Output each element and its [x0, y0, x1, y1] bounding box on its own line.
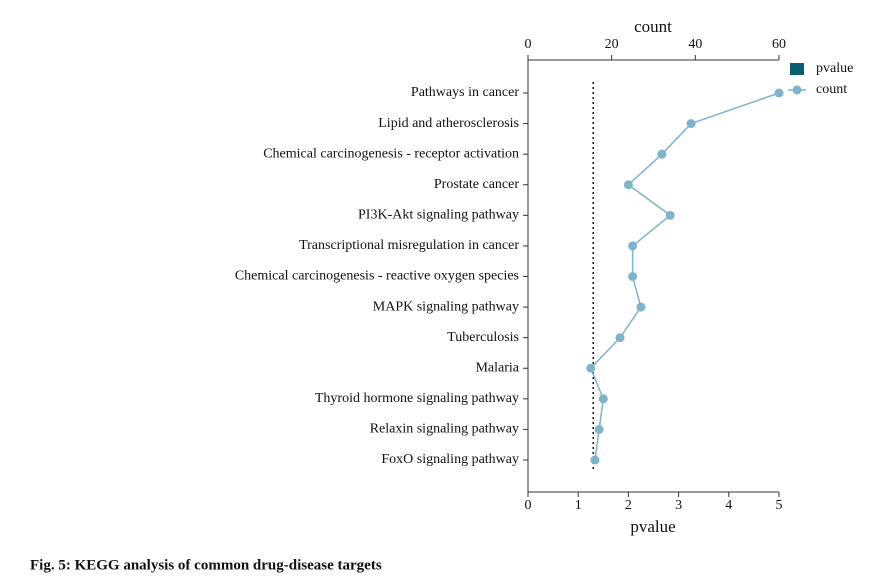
y-tick-label: Transcriptional misregulation in cancer — [299, 238, 519, 253]
count-point — [623, 180, 633, 190]
count-point — [774, 88, 784, 98]
x2-tick-label: 60 — [772, 37, 786, 52]
x-tick-label: 3 — [675, 498, 682, 513]
y-tick-label: MAPK signaling pathway — [373, 299, 519, 314]
y-tick-label: Tuberculosis — [447, 330, 519, 345]
x-axis-label: pvalue — [630, 517, 675, 536]
count-point — [636, 302, 646, 312]
count-point — [628, 241, 638, 251]
x2-axis-label: count — [634, 17, 672, 36]
count-point — [586, 363, 596, 373]
count-point — [686, 119, 696, 129]
count-point — [615, 333, 625, 343]
y-tick-label: FoxO signaling pathway — [381, 452, 519, 467]
y-tick-label: Pathways in cancer — [411, 85, 519, 100]
count-point — [665, 210, 675, 220]
count-line — [589, 92, 780, 461]
count-point — [590, 455, 600, 465]
count-point — [594, 424, 604, 434]
y-tick-label: Relaxin signaling pathway — [370, 422, 519, 437]
y-tick-label: Chemical carcinogenesis - reactive oxyge… — [235, 269, 519, 284]
count-point — [598, 394, 608, 404]
caption: Fig. 5: KEGG analysis of common drug-dis… — [30, 557, 382, 573]
y-tick-label: Lipid and atherosclerosis — [378, 116, 519, 131]
y-tick-label: Chemical carcinogenesis - receptor activ… — [263, 146, 519, 161]
count-point — [657, 149, 667, 159]
legend-label: pvalue — [816, 61, 853, 76]
x2-tick-label: 40 — [688, 37, 702, 52]
x-tick-label: 0 — [525, 498, 532, 513]
count-point — [628, 272, 638, 281]
y-tick-label: Malaria — [475, 360, 519, 375]
legend-swatch — [790, 63, 804, 75]
x-tick-label: 2 — [625, 498, 632, 513]
x2-tick-label: 0 — [525, 37, 532, 52]
y-tick-label: Prostate cancer — [434, 177, 519, 192]
legend-label: count — [816, 82, 847, 97]
x-tick-label: 1 — [575, 498, 582, 513]
x-tick-label: 5 — [776, 498, 783, 513]
x-tick-label: 4 — [725, 498, 732, 513]
y-tick-label: PI3K-Akt signaling pathway — [358, 208, 519, 223]
y-tick-label: Thyroid hormone signaling pathway — [315, 391, 519, 406]
legend-swatch — [792, 85, 802, 95]
x2-tick-label: 20 — [605, 37, 619, 52]
